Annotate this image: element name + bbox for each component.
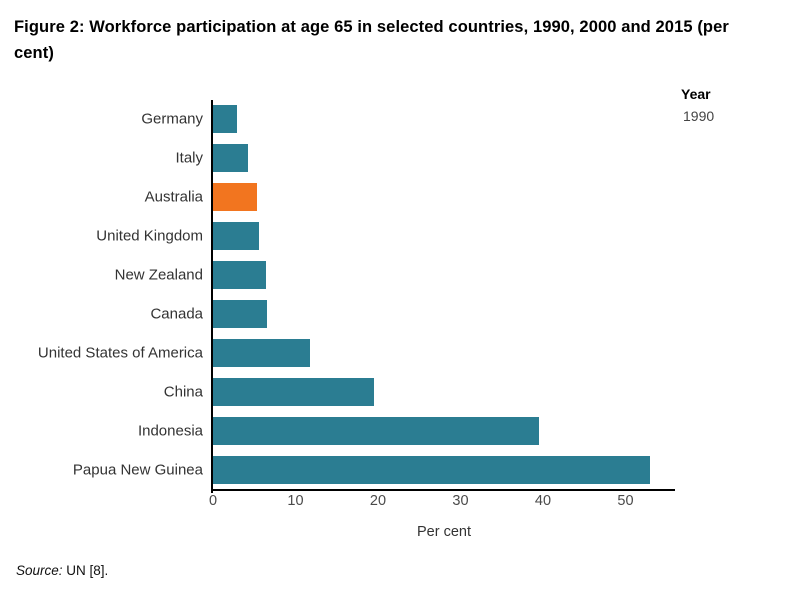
category-label-united-states-of-america: United States of America — [37, 344, 203, 362]
bar-row: Australia — [145, 178, 675, 217]
bar-row: United Kingdom — [96, 217, 675, 256]
bar-row: New Zealand — [115, 256, 675, 295]
category-label-germany: Germany — [141, 110, 203, 128]
bar-new-zealand[interactable] — [213, 261, 266, 290]
x-axis-title: Per cent — [417, 524, 471, 540]
bar-row: Indonesia — [138, 411, 675, 450]
bar-chart-plot-area: Germany Italy Australia United Kingdom New Z… — [38, 100, 675, 540]
category-label-china: China — [163, 383, 203, 401]
bar-china[interactable] — [213, 377, 374, 406]
category-label-indonesia: Indonesia — [137, 422, 203, 440]
bar-row: China — [164, 372, 675, 411]
x-tick-label-10: 10 — [287, 493, 304, 509]
x-tick-label-0: 0 — [208, 493, 218, 509]
bar-row: Germany — [141, 100, 675, 139]
category-label-papua-new-guinea: Papua New Guinea — [72, 461, 203, 479]
x-tick-label-50: 50 — [617, 493, 634, 509]
x-tick-label-40: 40 — [534, 493, 552, 509]
legend-title: Year — [681, 86, 711, 102]
source-text: UN [8]. — [62, 563, 109, 578]
x-axis-line — [211, 489, 675, 491]
bar-papua-new-guinea[interactable] — [213, 455, 651, 484]
category-label-canada: Canada — [150, 305, 203, 323]
bar-row: Canada — [150, 295, 675, 334]
legend: Year 1990 — [681, 86, 714, 124]
x-tick-label-30: 30 — [452, 493, 469, 509]
bar-row: Italy — [175, 139, 675, 178]
bar-row: Papua New Guinea — [73, 450, 675, 489]
category-label-italy: Italy — [175, 149, 203, 167]
source-label: Source: — [16, 563, 63, 578]
bar-canada[interactable] — [213, 299, 268, 328]
category-label-australia: Australia — [144, 188, 203, 206]
figure-title: Figure 2: Workforce participation at age… — [14, 18, 729, 62]
category-label-united-kingdom: United Kingdom — [96, 227, 203, 245]
source-note: Source: UN [8]. — [16, 563, 108, 578]
y-axis-line — [211, 100, 213, 493]
category-label-new-zealand: New Zealand — [114, 266, 203, 284]
x-tick-label-20: 20 — [369, 493, 387, 509]
bar-italy[interactable] — [213, 144, 249, 173]
bar-germany[interactable] — [213, 105, 237, 134]
legend-item-1990: 1990 — [683, 108, 715, 124]
bar-indonesia[interactable] — [213, 416, 539, 445]
bar-united-kingdom[interactable] — [213, 222, 260, 251]
bar-row: United States of America — [38, 333, 675, 372]
bar-australia[interactable] — [213, 183, 257, 212]
bar-united-states-of-america[interactable] — [213, 338, 310, 367]
